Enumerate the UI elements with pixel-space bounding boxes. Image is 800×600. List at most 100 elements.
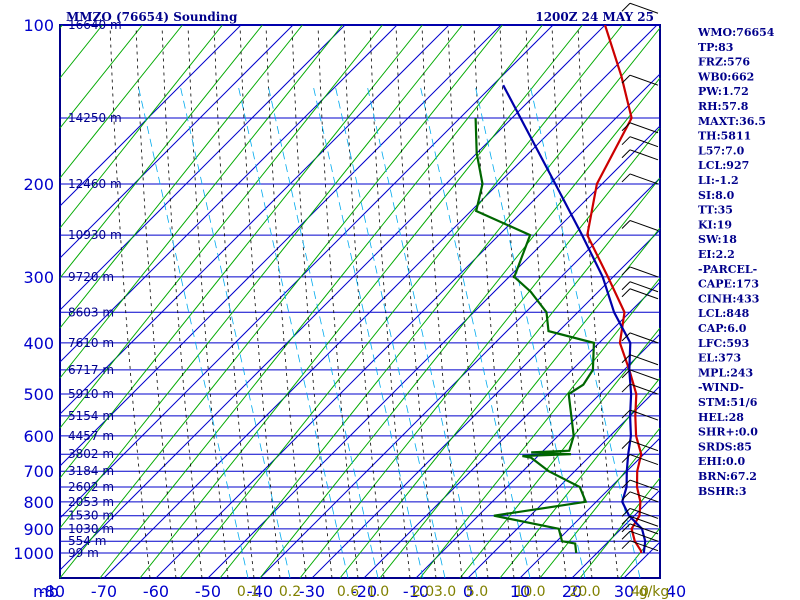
dry-adiabat-line (259, 77, 661, 579)
dry-adiabat-line (59, 24, 143, 129)
height-label: 5910 m (68, 387, 114, 401)
moist-adiabat-line (187, 27, 229, 579)
moist-adiabat-line (317, 27, 359, 579)
wind-barb (629, 383, 659, 395)
wind-barb-flag (621, 523, 631, 533)
temperature-tick-label: -50 (195, 582, 221, 600)
temperature-tick-label: 30 (614, 582, 634, 600)
index-item: HEL:28 (698, 411, 744, 424)
pressure-tick-label: 400 (23, 334, 54, 353)
wind-barb-flag (621, 74, 631, 84)
index-item: MAXT:36.5 (698, 115, 766, 128)
isotherm-line (59, 24, 294, 259)
moist-adiabat-line (421, 27, 463, 579)
index-item: SRDS:85 (698, 440, 752, 453)
index-item: L57:7.0 (698, 144, 745, 157)
moist-adiabat-lines (109, 27, 619, 579)
wind-barb-flag (621, 281, 631, 291)
height-label: 1530 m (68, 509, 114, 523)
wind-barb-flag (621, 2, 631, 12)
index-item: EHI:0.0 (698, 455, 745, 468)
moist-adiabat-line (109, 27, 151, 579)
temperature-tick-label: -20 (351, 582, 377, 600)
pressure-tick-label: 600 (23, 427, 54, 446)
dry-adiabat-lines (59, 24, 661, 579)
wind-barb (629, 454, 659, 466)
mixing-ratio-line (366, 84, 478, 579)
moist-adiabat-line (473, 27, 515, 579)
moist-adiabat-line (499, 27, 541, 579)
dry-adiabat-line (59, 24, 263, 279)
moist-adiabat-line (551, 27, 593, 579)
dry-adiabat-line (59, 24, 103, 79)
isotherm-line (519, 437, 661, 579)
mixing-ratio-label: 20.0 (569, 584, 600, 600)
index-item: SI:8.0 (698, 189, 735, 202)
series-temperature (586, 25, 643, 554)
height-label: 14250 m (68, 111, 122, 125)
series-parcel (502, 84, 647, 554)
wind-barb-flag (621, 383, 631, 393)
wind-barb (629, 530, 659, 542)
index-item: LI:-1.2 (698, 174, 739, 187)
dry-adiabat-line (299, 127, 661, 579)
height-label: 554 m (68, 534, 106, 548)
height-label: 7610 m (68, 336, 114, 350)
wind-barb (629, 281, 659, 293)
isotherm-grid (59, 24, 661, 579)
mixing-ratio-line (137, 84, 249, 579)
mixing-ratio-labels: 0.1 0.2 0.6 1.0 2.0 3.0 5.0 10.0 20.0 40g/kg (237, 584, 669, 600)
dry-adiabat-line (339, 177, 661, 579)
wind-barb-flag (621, 136, 631, 146)
wind-barb (629, 491, 659, 503)
dry-adiabat-line (219, 27, 661, 579)
pressure-tick-label: 800 (23, 493, 54, 512)
wind-barb (629, 540, 659, 552)
pressure-tick-label: 100 (23, 16, 54, 35)
dry-adiabat-line (59, 24, 503, 579)
height-label: 3184 m (68, 464, 114, 478)
dry-adiabat-line (59, 24, 303, 329)
pressure-tick-label: 200 (23, 175, 54, 194)
isotherm-line (59, 24, 554, 519)
index-item: EL:373 (698, 352, 741, 365)
height-label: 4457 m (68, 429, 114, 443)
wind-barb-flag (621, 332, 631, 342)
isotherm-line (59, 24, 398, 363)
isotherm-line (59, 24, 450, 415)
wind-barb-flag (621, 266, 631, 276)
index-item: WMO:76654 (697, 26, 775, 39)
height-label: 3802 m (68, 447, 114, 461)
temperature-tick-label: -30 (299, 582, 325, 600)
chart-title-right: 1200Z 24 MAY 25 (535, 10, 654, 24)
wind-barb (629, 515, 659, 527)
index-item: MPL:243 (698, 366, 753, 379)
moist-adiabat-line (161, 27, 203, 579)
isotherm-line (311, 229, 661, 579)
dry-adiabat-line (59, 24, 463, 529)
wind-barb (629, 288, 659, 300)
wind-barb (629, 2, 659, 14)
wind-barb (629, 479, 659, 491)
wind-barb (629, 369, 659, 381)
wind-barb-flag (621, 409, 631, 419)
wind-barb (629, 409, 659, 421)
mixing-ratio-label: 5.0 (466, 584, 488, 600)
series-dewpoint (474, 117, 596, 554)
index-item: BRN:67.2 (698, 470, 757, 483)
pressure-tick-label: 900 (23, 520, 54, 539)
wind-barb-flag (621, 149, 631, 159)
mixing-ratio-label: 1.0 (367, 584, 389, 600)
isotherm-line (207, 125, 661, 579)
temperature-tick-label: 10 (510, 582, 530, 600)
isotherm-line (59, 24, 502, 467)
index-item: STM:51/6 (698, 396, 758, 409)
dry-adiabat-line (139, 24, 583, 579)
temperature-tick-label: -40 (247, 582, 273, 600)
index-item: SHR+:0.0 (698, 426, 758, 439)
dry-adiabat-line (59, 24, 223, 229)
wind-barb-flag (621, 508, 631, 517)
wind-barb-flag (621, 220, 631, 229)
